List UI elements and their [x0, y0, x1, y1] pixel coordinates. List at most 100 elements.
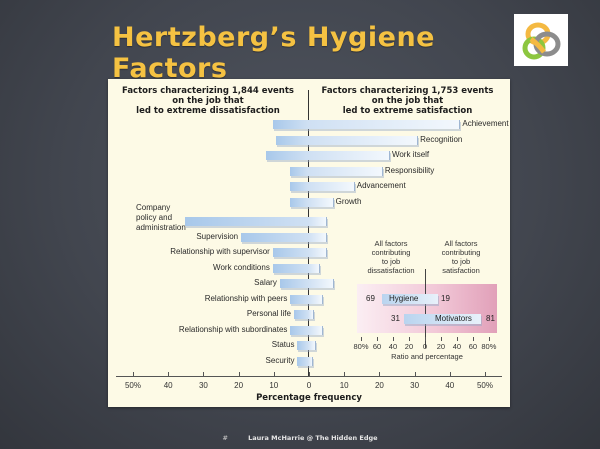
inset-axis-title: Ratio and percentage — [391, 352, 463, 361]
inset-header-line: dissatisfaction — [367, 266, 415, 275]
left-header-line: led to extreme dissatisfaction — [136, 106, 280, 116]
inset-tick — [440, 337, 442, 341]
bar-dissatisfaction — [293, 310, 308, 319]
inset-zero-line — [425, 269, 426, 348]
right-header-line: on the job that — [371, 96, 444, 106]
hertzberg-chart-panel: Factors characterizing 1,844 events on t… — [108, 79, 510, 407]
inset-tick — [361, 337, 362, 341]
x-tick — [238, 372, 240, 376]
x-tick-label: 50% — [124, 381, 141, 390]
inset-header-line: contributing — [441, 248, 481, 257]
inset-tick-label: 40 — [388, 342, 398, 351]
category-label: Recognition — [420, 134, 463, 144]
x-tick-label: 0 — [306, 381, 312, 390]
left-header: Factors characterizing 1,844 events on t… — [108, 86, 308, 116]
inset-tick-label: 20 — [436, 342, 446, 351]
bar-dissatisfaction — [290, 325, 308, 335]
x-tick — [203, 372, 205, 376]
inset-tick — [408, 337, 410, 341]
right-header: Factors characterizing 1,753 events on t… — [310, 86, 505, 116]
x-tick — [133, 372, 134, 376]
bar-satisfaction — [308, 151, 390, 160]
bar-satisfaction — [308, 120, 461, 129]
bar-dissatisfaction — [276, 135, 308, 145]
inset-tick — [472, 337, 474, 341]
bar-dissatisfaction — [297, 341, 308, 350]
bar-satisfaction — [308, 294, 324, 304]
inset-header-line: contributing — [371, 248, 411, 257]
inset-ratio-chart — [357, 284, 497, 333]
category-label: Status — [271, 340, 295, 349]
label-line: administration — [136, 223, 186, 232]
inset-right-header: All factors contributing to job satisfac… — [426, 239, 496, 275]
right-header-line: led to extreme satisfaction — [342, 106, 473, 116]
interlocking-rings-logo-icon — [514, 14, 568, 66]
bar-dissatisfaction — [241, 232, 308, 242]
bar-dissatisfaction — [290, 182, 308, 191]
bar-satisfaction — [308, 279, 334, 288]
category-label: Relationship with subordinates — [178, 324, 288, 334]
x-tick-label: 20 — [234, 381, 244, 390]
x-tick — [485, 372, 486, 376]
x-tick-label: 30 — [410, 381, 420, 390]
label-line: policy and — [136, 213, 173, 222]
inset-tick-label: 80% — [481, 342, 497, 351]
x-axis-title: Percentage frequency — [256, 393, 362, 403]
x-tick — [168, 372, 170, 376]
x-axis — [116, 376, 502, 377]
slide-title: Hertzberg’s Hygiene Factors — [112, 22, 435, 84]
category-label: Supervision — [196, 231, 239, 241]
inset-left-header: All factors contributing to job dissatis… — [356, 239, 426, 275]
slide-footer: # Laura McHarrie @ The Hidden Edge — [0, 434, 600, 442]
inset-tick-label: 20 — [404, 342, 414, 351]
bar-dissatisfaction — [290, 294, 308, 304]
hygiene-bar — [382, 294, 438, 304]
right-header-line: Factors characterizing 1,753 events — [321, 86, 494, 96]
bar-dissatisfaction — [265, 151, 308, 160]
bar-satisfaction — [308, 263, 320, 273]
company-policy-label: Company policy and administration — [136, 203, 186, 233]
inset-header-line: All factors — [444, 239, 478, 248]
category-label: Achievement — [462, 119, 509, 128]
inset-tick — [488, 337, 490, 341]
bar-dissatisfaction — [290, 166, 308, 176]
x-tick — [273, 372, 275, 376]
bar-satisfaction — [308, 341, 317, 350]
bar-dissatisfaction — [279, 279, 308, 288]
x-tick — [449, 372, 451, 376]
inset-tick-label: 80% — [353, 342, 369, 351]
category-label: Responsibility — [384, 165, 435, 175]
x-tick-label: 10 — [339, 381, 349, 390]
bar-dissatisfaction — [272, 263, 308, 273]
category-label: Personal life — [246, 309, 291, 318]
bar-satisfaction — [308, 325, 324, 335]
bar-satisfaction — [308, 166, 383, 176]
category-label: Salary — [254, 278, 277, 287]
bar-satisfaction — [308, 197, 334, 207]
category-label: Growth — [335, 196, 362, 206]
inset-tick — [456, 337, 458, 341]
inset-tick-label: 0 — [422, 342, 428, 351]
hygiene-label: Hygiene — [389, 294, 419, 303]
bar-satisfaction — [308, 182, 355, 191]
inset-tick-label: 40 — [452, 342, 462, 351]
bar-satisfaction — [308, 248, 327, 257]
inset-tick — [376, 337, 378, 341]
x-tick-label: 40 — [163, 381, 173, 390]
motivators-right-value: 81 — [486, 314, 495, 323]
x-tick-label: 50% — [476, 381, 493, 390]
hygiene-left-value: 69 — [366, 294, 375, 303]
left-header-line: on the job that — [172, 96, 244, 106]
category-label: Work itself — [391, 150, 430, 159]
x-tick — [344, 372, 346, 376]
x-tick-label: 10 — [269, 381, 279, 390]
bar-dissatisfaction — [272, 248, 308, 257]
inset-tick — [424, 337, 426, 341]
inset-tick-label: 60 — [468, 342, 478, 351]
bar-satisfaction — [308, 232, 327, 242]
inset-tick-label: 60 — [372, 342, 382, 351]
inset-header-line: All factors — [374, 239, 408, 248]
inset-tick — [392, 337, 394, 341]
label-line: Company — [136, 203, 171, 212]
bar-satisfaction — [308, 217, 327, 226]
